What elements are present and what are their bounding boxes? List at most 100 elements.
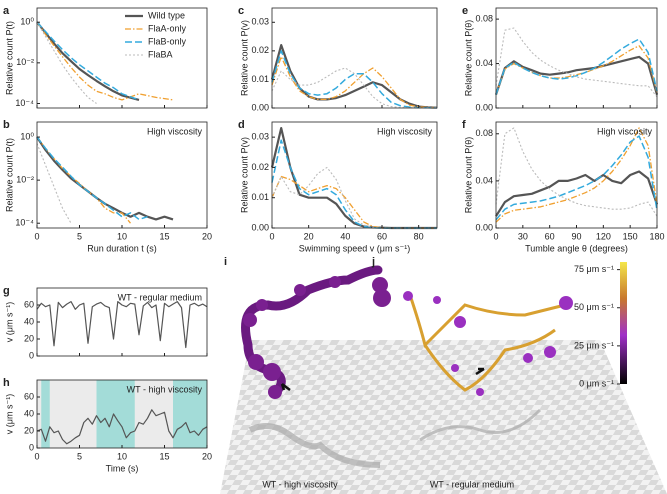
caption: WT - regular medium: [430, 479, 514, 489]
colorbar-label: 0 μm s⁻¹: [579, 378, 614, 388]
series-line: [36, 21, 174, 101]
x-tick-label: 80: [414, 231, 424, 241]
plot-frame: [271, 121, 438, 229]
y-tick-label: 20: [24, 425, 34, 435]
series-line: [36, 301, 208, 349]
series-line: [495, 27, 658, 98]
x-tick-label: 150: [623, 231, 638, 241]
panel-label: h: [3, 377, 10, 389]
spheres: [403, 291, 573, 396]
series-line: [495, 45, 658, 95]
panel-label: d: [238, 119, 245, 131]
panel-label: b: [3, 119, 10, 131]
panel-label: g: [3, 285, 10, 297]
colorbar: [620, 262, 627, 384]
x-axis-label: Run duration t (s): [87, 243, 157, 253]
caption: WT - high viscosity: [262, 479, 338, 489]
spheres: [243, 276, 391, 399]
x-tick-label: 0: [34, 231, 39, 241]
y-axis-label: Relative count P(v): [239, 137, 249, 213]
panel-label: a: [3, 5, 10, 17]
panel-label: i: [224, 256, 227, 268]
annotation: High viscosity: [147, 126, 203, 136]
trajectory: [408, 294, 566, 392]
y-tick-label: 10⁻²: [16, 57, 34, 67]
series-line: [37, 137, 190, 219]
arrow: [475, 367, 485, 376]
series-line: [36, 143, 72, 224]
series-line: [36, 21, 97, 104]
annotation: WT - regular medium: [118, 292, 202, 302]
series-line: [271, 67, 437, 109]
legend-label: FlaBA: [148, 49, 173, 59]
y-tick-label: 0.02: [251, 162, 269, 172]
series-line: [36, 136, 148, 221]
x-tick-label: 20: [304, 231, 314, 241]
y-tick-label: 10⁻⁴: [15, 218, 34, 228]
floor: [220, 340, 667, 494]
y-tick-label: 10⁰: [20, 17, 34, 27]
panel-label: e: [462, 5, 468, 17]
x-tick-label: 10: [117, 231, 127, 241]
colorbar-label: 50 μm s⁻¹: [574, 302, 614, 312]
x-tick-label: 5: [77, 231, 82, 241]
panel-label: c: [238, 5, 244, 17]
y-tick-label: 0.00: [251, 222, 269, 232]
y-tick-label: 40: [24, 408, 34, 418]
annotation: High viscosity: [377, 126, 433, 136]
x-axis-label: Time (s): [106, 463, 139, 473]
series-line: [494, 55, 659, 96]
x-tick-label: 60: [545, 231, 555, 241]
series-line: [495, 127, 658, 217]
series-line: [271, 166, 437, 229]
y-tick-label: 0.08: [475, 13, 493, 23]
x-tick-label: 120: [596, 231, 611, 241]
y-tick-label: 0.08: [475, 128, 493, 138]
x-tick-label: 20: [202, 231, 212, 241]
x-tick-label: 180: [649, 231, 664, 241]
x-axis-label: Swimming speed v (μm s⁻¹): [299, 243, 410, 253]
annotation: High viscosity: [597, 126, 653, 136]
panel-label: j: [371, 256, 375, 268]
legend-label: FlaA-only: [148, 23, 187, 33]
y-axis-label: Relative count P(t): [4, 138, 14, 212]
x-tick-label: 90: [571, 231, 581, 241]
x-tick-label: 60: [377, 231, 387, 241]
y-tick-label: 0.01: [251, 74, 269, 84]
arrow: [280, 383, 291, 391]
shaded-region: [173, 380, 207, 448]
x-tick-label: 0: [269, 231, 274, 241]
x-tick-label: 30: [518, 231, 528, 241]
y-tick-label: 0.02: [251, 45, 269, 55]
y-axis-label: Relative count P(v): [239, 20, 249, 96]
series-line: [36, 21, 140, 101]
x-tick-label: 15: [159, 451, 169, 461]
shadow: [248, 423, 381, 468]
y-tick-label: 40: [24, 316, 34, 326]
shaded-region: [41, 380, 50, 448]
series-line: [36, 21, 140, 101]
y-tick-label: 0.03: [251, 17, 269, 27]
plot-frame: [271, 7, 438, 109]
series-line: [495, 135, 658, 221]
shadow: [419, 408, 542, 442]
y-tick-label: 0.04: [475, 58, 493, 68]
y-tick-label: 0.00: [475, 102, 493, 112]
y-axis-label: v (μm s⁻¹): [4, 302, 14, 342]
y-axis-label: Relative count P(t): [4, 21, 14, 95]
series-line: [495, 127, 658, 223]
series-line: [270, 44, 438, 109]
y-tick-label: 0: [29, 442, 34, 452]
legend-label: Wild type: [148, 10, 185, 20]
x-tick-label: 15: [159, 231, 169, 241]
y-tick-label: 0.00: [475, 222, 493, 232]
colorbar-label: 75 μm s⁻¹: [574, 264, 614, 274]
y-tick-label: 10⁻⁴: [15, 98, 34, 108]
panel-label: f: [462, 119, 466, 131]
y-tick-label: 0.03: [251, 132, 269, 142]
y-axis-label: Relative count P(θ): [463, 137, 473, 214]
y-tick-label: 20: [24, 333, 34, 343]
series-line: [271, 55, 438, 109]
x-tick-label: 10: [117, 451, 127, 461]
series-line: [271, 50, 437, 109]
